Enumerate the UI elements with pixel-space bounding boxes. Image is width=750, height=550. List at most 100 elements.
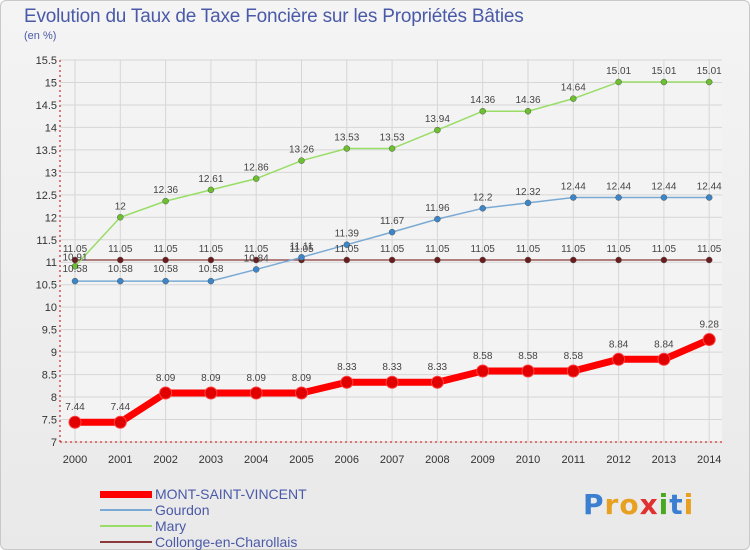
data-point <box>343 241 351 248</box>
data-label: 11.05 <box>335 244 360 255</box>
logo-letter: i <box>683 488 695 521</box>
data-point <box>615 78 622 86</box>
data-point <box>71 256 79 264</box>
data-point <box>524 107 532 115</box>
data-label: 8.09 <box>246 373 266 384</box>
data-label: 8.09 <box>156 373 176 384</box>
data-point <box>705 194 713 201</box>
logo-letter: r <box>604 488 620 521</box>
data-label: 11.05 <box>244 244 269 255</box>
legend-swatch <box>100 509 152 511</box>
legend-label: Gourdon <box>155 502 210 518</box>
data-point <box>612 352 626 366</box>
legend-label: Mary <box>155 518 187 534</box>
data-point <box>524 199 532 207</box>
data-label: 11.05 <box>108 244 133 255</box>
data-label: 8.33 <box>337 362 357 373</box>
data-point <box>340 375 354 389</box>
data-label: 14.36 <box>515 95 540 106</box>
data-label: 15.01 <box>606 66 631 77</box>
data-label: 10.84 <box>244 253 269 264</box>
x-tick-label: 2002 <box>153 454 177 466</box>
data-label: 8.58 <box>564 351 584 362</box>
x-tick-label: 2008 <box>425 454 449 466</box>
legend-item-collonge-en-charollais: Collonge-en-Charollais <box>100 534 307 550</box>
x-tick-label: 2005 <box>289 454 313 466</box>
x-tick-label: 2000 <box>63 454 87 466</box>
data-point <box>388 228 396 236</box>
data-label: 11.96 <box>425 203 450 214</box>
legend-swatch <box>100 490 152 498</box>
data-point <box>434 215 441 223</box>
data-label: 11.05 <box>63 244 88 255</box>
data-point <box>162 277 169 285</box>
data-point <box>388 145 396 152</box>
data-point <box>570 95 577 102</box>
y-tick-label: 15 <box>45 77 57 89</box>
data-label: 11.05 <box>380 244 405 255</box>
data-point <box>252 175 260 182</box>
logo-letter: x <box>639 488 659 521</box>
data-point <box>388 256 396 264</box>
chart-subtitle: (en %) <box>24 30 57 42</box>
data-label: 14.36 <box>470 95 495 106</box>
legend-label: MONT-SAINT-VINCENT <box>155 486 307 502</box>
data-label: 12.44 <box>561 182 586 193</box>
data-label: 8.58 <box>518 351 538 362</box>
data-point <box>430 375 444 389</box>
data-point <box>207 256 215 264</box>
data-point <box>660 256 668 264</box>
data-label: 12 <box>115 201 127 212</box>
data-point <box>207 277 215 285</box>
data-label: 11.67 <box>380 216 405 227</box>
data-label: 15.01 <box>651 66 676 77</box>
data-label: 11.05 <box>199 244 224 255</box>
data-label: 11.05 <box>153 244 178 255</box>
data-point <box>705 78 713 86</box>
data-label: 8.09 <box>201 373 221 384</box>
data-label: 8.58 <box>473 351 493 362</box>
data-point <box>385 375 399 389</box>
y-tick-label: 8 <box>51 392 57 404</box>
data-label: 12.2 <box>473 192 493 203</box>
data-label: 12.36 <box>153 185 178 196</box>
x-tick-label: 2010 <box>516 454 540 466</box>
data-label: 9.28 <box>699 320 719 331</box>
data-label: 13.53 <box>380 133 405 144</box>
y-tick-label: 9 <box>51 347 57 359</box>
data-label: 11.05 <box>606 244 631 255</box>
y-tick-label: 13.5 <box>36 145 57 157</box>
data-point <box>204 386 218 400</box>
y-tick-label: 10.5 <box>36 280 57 292</box>
legend-item-mont-saint-vincent: MONT-SAINT-VINCENT <box>100 486 307 502</box>
data-point <box>566 364 580 378</box>
data-point <box>162 256 169 264</box>
x-tick-label: 2012 <box>606 454 630 466</box>
data-label: 11.39 <box>335 229 360 240</box>
data-point <box>615 256 622 264</box>
data-point <box>702 333 716 347</box>
y-tick-label: 14 <box>45 122 57 134</box>
x-tick-label: 2011 <box>561 454 585 466</box>
logo-letter: P <box>583 488 605 521</box>
data-point <box>521 364 535 378</box>
data-label: 10.58 <box>198 264 223 275</box>
data-label: 11.05 <box>652 244 677 255</box>
y-tick-label: 12.5 <box>36 190 57 202</box>
data-point <box>252 256 260 264</box>
data-point <box>159 386 173 400</box>
y-tick-label: 9.5 <box>42 325 57 337</box>
data-label: 8.33 <box>382 362 402 373</box>
y-tick-label: 8.5 <box>42 370 57 382</box>
data-point <box>117 214 124 221</box>
data-label: 12.44 <box>651 182 676 193</box>
data-point <box>479 256 486 264</box>
data-point <box>252 266 260 273</box>
data-label: 10.58 <box>153 264 178 275</box>
data-label: 11.11 <box>290 241 314 252</box>
y-tick-label: 14.5 <box>36 100 57 112</box>
data-point <box>479 107 486 115</box>
data-label: 11.05 <box>425 244 450 255</box>
data-point <box>298 254 305 261</box>
data-label: 14.64 <box>561 83 586 94</box>
